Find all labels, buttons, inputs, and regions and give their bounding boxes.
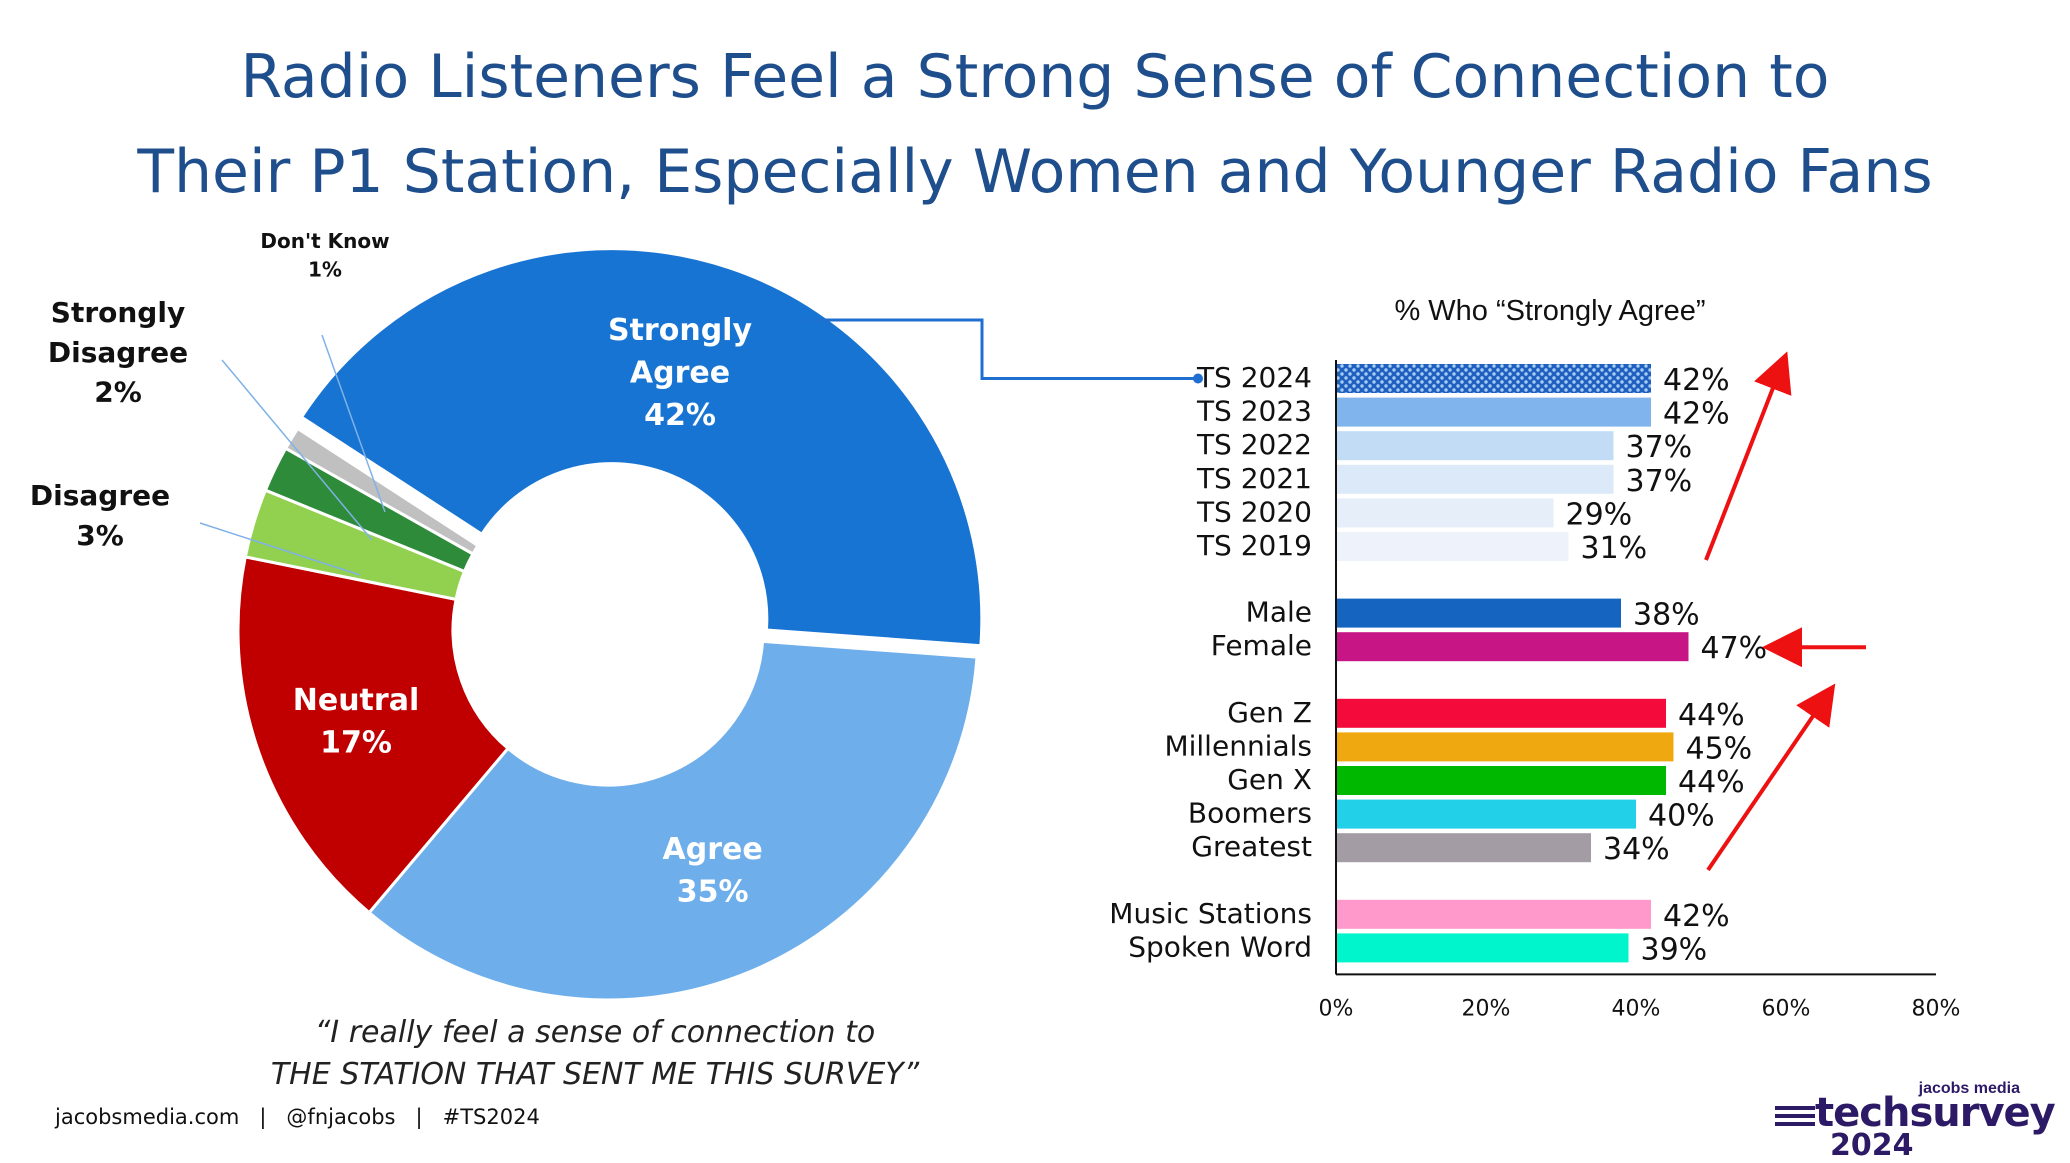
bar-ts-2020 — [1336, 498, 1554, 528]
category-label-ts-2019: TS 2019 — [1196, 529, 1312, 562]
leader-line-don-t-know — [321, 334, 386, 513]
category-label-ts-2021: TS 2021 — [1196, 462, 1312, 495]
value-label-greatest: 34% — [1603, 832, 1670, 867]
bar-spoken-word — [1336, 933, 1629, 963]
leader-line-strongly-disagree — [221, 359, 373, 541]
bar-ts-2019 — [1336, 532, 1569, 561]
title-line-1: Radio Listeners Feel a Strong Sense of C… — [240, 42, 1830, 112]
donut-label-strongly-agree: Strongly Agree 42% — [608, 313, 752, 433]
donut-label-disagree: Disagree 3% — [30, 479, 170, 552]
value-label-millennials: 45% — [1686, 731, 1753, 766]
category-label-gen-x: Gen X — [1227, 763, 1312, 796]
x-tick-label-80: 80% — [1912, 996, 1961, 1021]
value-label-spoken-word: 39% — [1641, 932, 1708, 967]
quote-line-2: THE STATION THAT SENT ME THIS SURVEY” — [270, 1057, 920, 1092]
bar-male — [1336, 598, 1621, 628]
value-label-gen-z: 44% — [1678, 698, 1745, 733]
bar-greatest — [1336, 833, 1591, 863]
category-label-ts-2022: TS 2022 — [1196, 428, 1312, 461]
logo-year-text: 2024 — [1830, 1128, 1914, 1163]
logo-small-text: jacobs media — [1918, 1080, 2020, 1097]
x-tick-label-40: 40% — [1612, 996, 1661, 1021]
leader-line-disagree — [199, 522, 361, 576]
value-label-music-stations: 42% — [1663, 899, 1730, 934]
value-label-ts-2022: 37% — [1626, 430, 1693, 465]
bar-ts-2022 — [1336, 431, 1614, 461]
trend-arrow-years — [1704, 351, 1792, 561]
value-label-gen-x: 44% — [1678, 765, 1745, 800]
category-label-millennials: Millennials — [1164, 729, 1312, 762]
donut-chart: Strongly Agree 42% Agree 35% Neutral 17% Disagr… — [30, 229, 984, 1002]
trend-arrow-generations — [1706, 683, 1836, 872]
logo-brand-text: techsurvey — [1815, 1090, 2056, 1136]
donut-label-don-t-know: Don't Know 1% — [260, 229, 389, 281]
footer-text: jacobsmedia.com | @fnjacobs | #TS2024 — [55, 1105, 540, 1129]
connector-dot — [1193, 373, 1203, 384]
bar-millennials — [1336, 732, 1674, 762]
bar-ts-2024 — [1336, 364, 1651, 393]
value-label-ts-2023: 42% — [1663, 397, 1730, 432]
value-label-ts-2019: 31% — [1581, 531, 1648, 566]
x-tick-label-20: 20% — [1462, 996, 1511, 1021]
bar-chart-title: % Who “Strongly Agree” — [1394, 295, 1705, 327]
category-label-greatest: Greatest — [1191, 830, 1312, 863]
category-label-boomers: Boomers — [1188, 797, 1312, 830]
techsurvey-logo: jacobs media techsurvey 2024 — [1775, 1070, 2065, 1163]
value-label-boomers: 40% — [1648, 799, 1715, 834]
category-label-music-stations: Music Stations — [1109, 897, 1312, 930]
bar-gen-z — [1336, 698, 1666, 728]
donut-slice-agree — [367, 639, 979, 1002]
bar-music-stations — [1336, 899, 1651, 929]
donut-slice-strongly-agree — [299, 247, 984, 648]
bar-ts-2023 — [1336, 397, 1651, 427]
quote-line-1: “I really feel a sense of connection to — [314, 1015, 876, 1050]
survey-quote: “I really feel a sense of connection to … — [130, 1012, 1060, 1096]
value-label-female: 47% — [1701, 631, 1768, 666]
bar-gen-x — [1336, 766, 1666, 795]
donut-label-neutral: Neutral 17% — [293, 683, 419, 761]
x-tick-label-0: 0% — [1319, 996, 1354, 1021]
title-line-2: Their P1 Station, Especially Women and Y… — [137, 137, 1933, 207]
category-label-ts-2024: TS 2024 — [1196, 361, 1312, 394]
bar-boomers — [1336, 799, 1636, 829]
category-label-ts-2023: TS 2023 — [1196, 395, 1312, 428]
page-title: Radio Listeners Feel a Strong Sense of C… — [0, 30, 2070, 220]
value-label-male: 38% — [1633, 598, 1700, 633]
category-label-gen-z: Gen Z — [1227, 696, 1312, 729]
x-tick-label-60: 60% — [1762, 996, 1811, 1021]
category-label-male: Male — [1246, 596, 1312, 629]
donut-label-strongly-disagree: Strongly Disagree 2% — [48, 296, 188, 409]
bar-female — [1336, 632, 1689, 662]
donut-slice-neutral — [236, 555, 511, 915]
value-label-ts-2020: 29% — [1566, 497, 1633, 532]
logo-stripes — [1775, 1106, 1815, 1128]
value-label-ts-2024: 42% — [1663, 363, 1730, 398]
category-label-female: Female — [1211, 629, 1312, 662]
value-label-ts-2021: 37% — [1626, 464, 1693, 499]
category-label-ts-2020: TS 2020 — [1196, 495, 1312, 528]
donut-label-agree: Agree 35% — [663, 832, 763, 910]
bar-ts-2021 — [1336, 464, 1614, 494]
category-label-spoken-word: Spoken Word — [1128, 930, 1312, 963]
